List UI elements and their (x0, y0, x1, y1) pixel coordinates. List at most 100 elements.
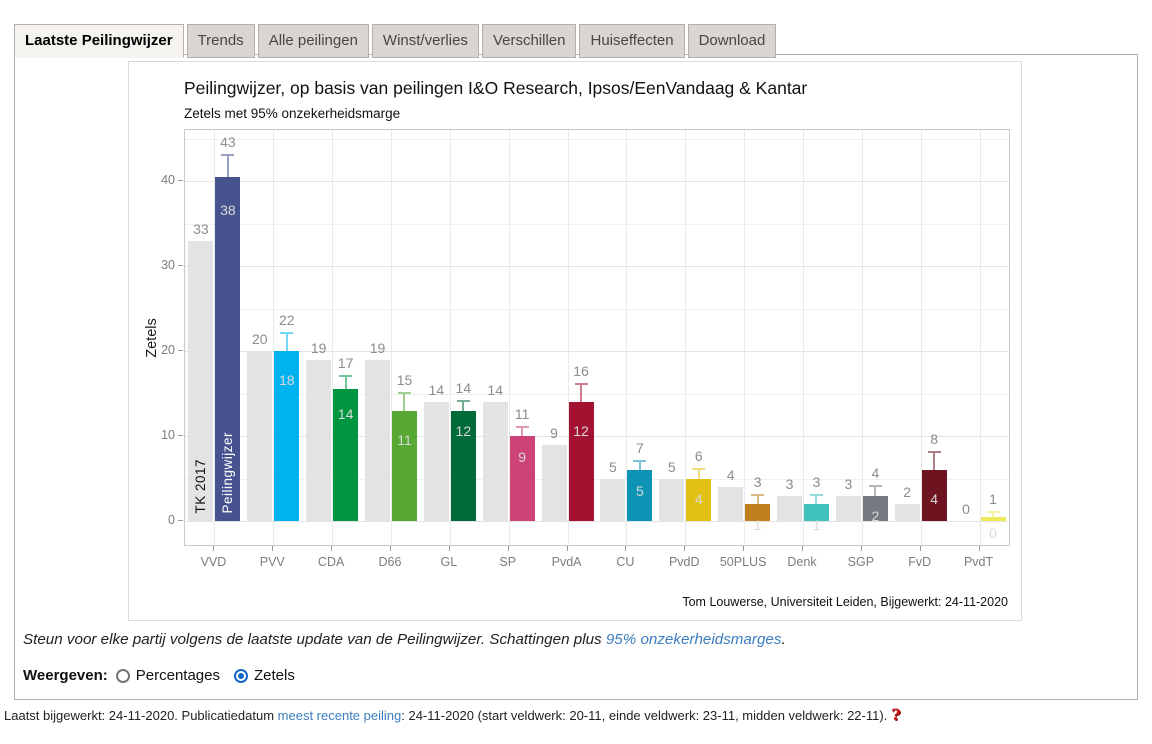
recent-poll-link[interactable]: meest recente peiling (277, 708, 402, 723)
x-tick-mark (978, 546, 980, 551)
error-bar (933, 453, 936, 487)
radio-option-zetels[interactable]: Zetels (234, 667, 295, 684)
error-bar-cap (456, 400, 470, 402)
bar-group-sp: 14 11 9 (479, 130, 538, 545)
bar-group-sgp: 3 4 2 (832, 130, 891, 545)
display-label: Weergeven: (23, 667, 108, 684)
error-bar-cap (456, 417, 470, 419)
upper-bound-label: 4 (871, 465, 880, 481)
lower-bound-label: 1 (812, 516, 821, 533)
upper-bound-label: 14 (455, 380, 472, 396)
x-tick-mark (684, 546, 686, 551)
error-bar-cap (751, 493, 765, 496)
tk2017-value-label: 19 (369, 339, 386, 356)
tk2017-value-label: 5 (609, 458, 617, 475)
gridline-vertical (626, 130, 628, 545)
gridline-minor (185, 138, 1009, 140)
x-label-pvv: PVV (259, 555, 285, 569)
gridline-vertical (744, 130, 746, 545)
upper-bound-label: 17 (337, 354, 354, 371)
uncertainty-link[interactable]: 95% onzekerheidsmarges (605, 631, 782, 648)
chart-note: Steun voor elke partij volgens de laatst… (23, 631, 786, 648)
y-tick-label: 0 (168, 513, 175, 527)
x-label-sgp: SGP (847, 555, 875, 569)
radio-option-percentages[interactable]: Percentages (115, 667, 220, 684)
error-bar-cap (692, 468, 706, 470)
help-icon[interactable]: ? (891, 705, 901, 724)
gridline-vertical (802, 130, 804, 545)
lower-bound-label: 2 (871, 508, 880, 524)
chart-caption: Tom Louwerse, Universiteit Leiden, Bijge… (682, 595, 1008, 609)
error-bar-cap (633, 459, 647, 462)
tab-alle-peilingen[interactable]: Alle peilingen (257, 24, 369, 58)
tab-huiseffecten[interactable]: Huiseffecten (579, 24, 685, 58)
error-bar-cap (515, 442, 529, 445)
upper-bound-label: 15 (396, 371, 413, 388)
radio-percentages[interactable] (115, 668, 130, 683)
x-tick-mark (625, 546, 627, 551)
x-label-vvd: VVD (200, 555, 227, 569)
error-bar-cap (927, 451, 941, 453)
upper-bound-label: 7 (636, 439, 644, 456)
y-tick-mark (178, 435, 183, 436)
tk2017-bar (423, 402, 449, 521)
bar-group-gl: 14 14 12 (420, 130, 479, 545)
gridline-vertical (214, 130, 216, 545)
tab-download[interactable]: Download (687, 24, 777, 58)
error-bar (403, 393, 406, 428)
tab-trends[interactable]: Trends (186, 24, 255, 58)
tk2017-value-label: 4 (726, 467, 735, 483)
lower-bound-label: 5 (636, 482, 644, 499)
lower-bound-label: 12 (573, 423, 589, 439)
y-tick-label: 20 (161, 343, 175, 357)
error-bar-cap (751, 510, 765, 513)
peilingwijzer-bar (274, 351, 300, 521)
x-tick-mark (507, 546, 509, 551)
lower-bound-label: 11 (397, 431, 412, 448)
peilingwijzer-bar (568, 402, 594, 521)
gridline-vertical (567, 130, 569, 545)
tk2017-bar (894, 504, 920, 521)
upper-bound-label: 22 (278, 312, 295, 328)
y-tick-mark (178, 180, 183, 181)
upper-bound-label: 1 (989, 490, 997, 507)
gridline-minor (185, 478, 1009, 480)
tab-verschillen[interactable]: Verschillen (481, 24, 577, 58)
gridline-major (185, 521, 1009, 522)
x-label-gl: GL (440, 555, 458, 569)
lower-bound-label: 4 (694, 491, 703, 507)
plot-area: 33 43 38 TK 2017 Peilingwijzer 20 22 18 19 17 14 19… (184, 129, 1010, 546)
error-bar-cap (339, 374, 353, 377)
tk2017-value-label: 3 (844, 475, 853, 492)
x-label-pvdd: PvdD (668, 555, 700, 569)
gridline-major (185, 436, 1009, 437)
peilingwijzer-bar (509, 436, 535, 521)
error-bar-cap (221, 153, 235, 156)
footer: Laatst bijgewerkt: 24-11-2020. Publicati… (4, 705, 901, 724)
x-tick-mark (919, 546, 921, 551)
bar-group-50plus: 4 3 1 (715, 130, 774, 545)
peilingwijzer-bar (803, 504, 829, 521)
tab-winst-verlies[interactable]: Winst/verlies (371, 24, 479, 58)
error-bar (285, 334, 288, 368)
display-controls: Weergeven: Percentages Zetels (23, 667, 295, 684)
x-tick-mark (448, 546, 450, 551)
error-bar-cap (868, 485, 882, 487)
tab-laatste-peilingwijzer[interactable]: Laatste Peilingwijzer (14, 24, 184, 58)
tk2017-bar (835, 495, 861, 521)
bar-group-pvv: 20 22 18 (244, 130, 303, 545)
bar-group-fvd: 2 8 4 (891, 130, 950, 545)
series-label-tk2017: TK 2017 (188, 459, 213, 514)
gridline-vertical (979, 130, 981, 545)
tk2017-value-label: 33 (193, 220, 209, 237)
tk2017-bar (718, 487, 744, 521)
radio-zetels-checked[interactable] (234, 668, 248, 683)
upper-bound-label: 43 (220, 133, 236, 150)
y-tick-mark (178, 265, 183, 266)
peilingwijzer-bar (627, 470, 653, 521)
error-bar (462, 402, 465, 419)
lower-bound-label: 9 (518, 448, 527, 465)
error-bar (992, 512, 995, 521)
footer-text-2: : 24-11-2020 (start veldwerk: 20-11, ein… (401, 708, 888, 723)
radio-label: Percentages (135, 667, 220, 684)
